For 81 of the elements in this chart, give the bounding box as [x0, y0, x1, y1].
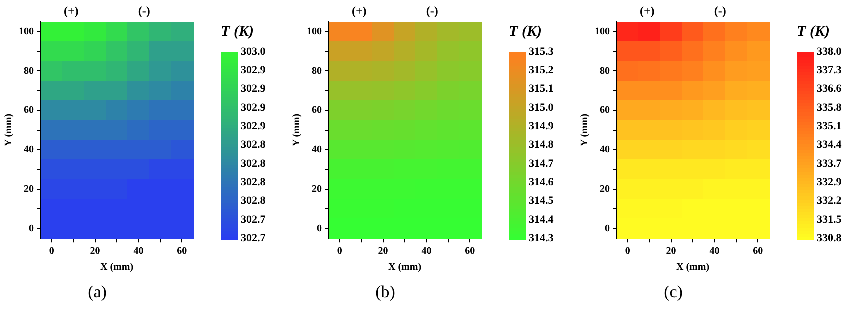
y-tick-label: 60: [600, 105, 610, 116]
color-bar-label: 315.3: [529, 46, 554, 58]
x-tick-label: 0: [49, 246, 54, 258]
y-tick-label: 100: [19, 26, 34, 38]
color-bar-label: 331.5: [817, 214, 842, 226]
text: (b): [376, 282, 396, 302]
color-bar-label: 302.9: [241, 120, 266, 132]
text: (c): [664, 282, 683, 302]
x-tick-label: 20: [90, 246, 100, 258]
y-tick-label: 80: [600, 66, 610, 77]
color-bar-title: T (K): [797, 24, 830, 40]
color-bar-label: 302.8: [241, 158, 266, 170]
color-bar-label: 314.7: [529, 158, 554, 170]
x-tick-label: 40: [134, 246, 144, 258]
y-tick-label: 40: [312, 144, 322, 156]
color-bar-label: 314.6: [529, 176, 554, 188]
x-tick-label: 20: [666, 246, 676, 258]
y-tick-label: 0: [317, 223, 322, 234]
color-bar-label: 315.0: [529, 102, 554, 114]
color-bar-label: 335.8: [817, 102, 842, 114]
x-tick-label: 60: [465, 246, 476, 258]
color-bar-label: 338.0: [817, 46, 842, 58]
color-bar-label: 332.9: [817, 176, 842, 188]
color-bar-label: 314.9: [529, 120, 554, 132]
x-tick-label: 60: [177, 246, 188, 258]
text: (+): [352, 4, 367, 18]
x-tick-label: 20: [378, 246, 388, 258]
color-bar-label: 314.3: [529, 232, 554, 244]
y-tick-label: 20: [600, 184, 610, 195]
color-bar-label: 333.7: [817, 158, 842, 170]
color-bar-label: 302.8: [241, 195, 266, 208]
color-bar-label: 337.3: [817, 64, 842, 77]
text: (+): [64, 4, 79, 18]
y-tick-label: 40: [600, 144, 610, 156]
color-bar-label: 336.6: [817, 83, 842, 96]
color-bar-label: 303.0: [241, 46, 266, 58]
color-bar-label: 314.5: [529, 195, 554, 208]
color-bar-label: 302.7: [241, 214, 266, 226]
color-bar-label: 332.2: [817, 195, 842, 208]
y-axis-title: Y (mm): [292, 114, 303, 147]
y-axis-title: Y (mm): [4, 114, 15, 147]
y-tick-label: 0: [29, 223, 34, 234]
color-bar-label: 302.7: [241, 232, 266, 244]
y-tick-label: 40: [24, 144, 34, 156]
color-bar-label: 302.9: [241, 102, 266, 114]
color-bar-label: 315.2: [529, 64, 554, 77]
text: (-): [426, 4, 438, 18]
y-tick-label: 60: [24, 105, 34, 116]
color-bar-label: 315.1: [529, 83, 554, 96]
text: (a): [88, 282, 107, 302]
color-bar-label: 330.8: [817, 232, 842, 244]
y-tick-label: 20: [24, 184, 34, 195]
color-bar-label: 334.4: [817, 139, 842, 152]
color-bar-title: T (K): [509, 24, 542, 40]
y-tick-label: 60: [312, 105, 322, 116]
color-bar-label: 302.9: [241, 64, 266, 77]
y-tick-label: 100: [595, 26, 610, 38]
color-bar-label: 302.9: [241, 83, 266, 96]
x-axis-title: X (mm): [100, 262, 134, 274]
y-tick-label: 0: [605, 223, 610, 234]
x-tick-label: 60: [753, 246, 764, 258]
color-bar-label: 302.8: [241, 139, 266, 152]
y-tick-label: 80: [24, 66, 34, 77]
color-bar-title: T (K): [221, 24, 254, 40]
x-axis-title: X (mm): [388, 262, 422, 274]
x-tick-label: 40: [422, 246, 432, 258]
color-bar-label: 314.4: [529, 214, 554, 226]
y-tick-label: 80: [312, 66, 322, 77]
x-tick-label: 0: [625, 246, 630, 258]
color-bar-label: 335.1: [817, 120, 842, 132]
color-bar-label: 314.8: [529, 139, 554, 152]
color-bar-label: 302.8: [241, 176, 266, 188]
x-axis-title: X (mm): [676, 262, 710, 274]
x-tick-label: 40: [710, 246, 720, 258]
y-axis-title: Y (mm): [580, 114, 591, 147]
x-tick-label: 0: [337, 246, 342, 258]
text: (-): [138, 4, 150, 18]
y-tick-label: 20: [312, 184, 322, 195]
text: (-): [714, 4, 726, 18]
y-tick-label: 100: [307, 26, 322, 38]
text: (+): [640, 4, 655, 18]
